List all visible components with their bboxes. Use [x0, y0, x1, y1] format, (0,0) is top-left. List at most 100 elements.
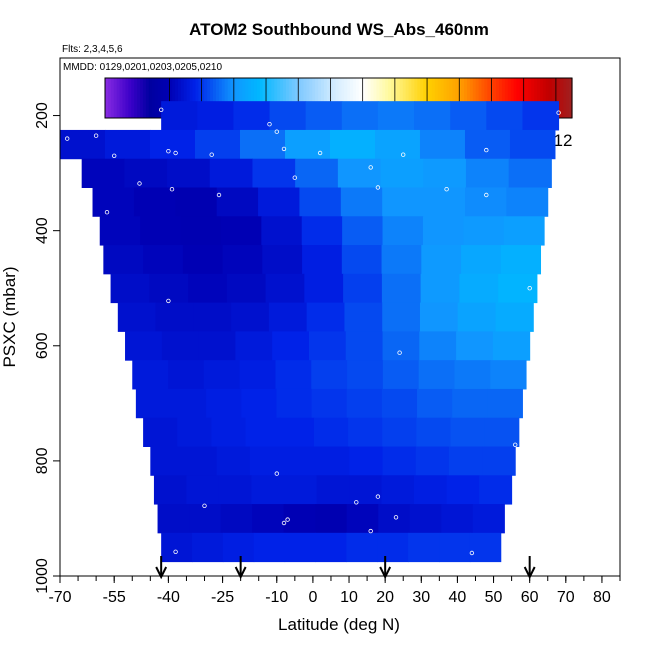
- heatmap-cell: [341, 101, 379, 131]
- heatmap-cell: [306, 302, 345, 332]
- heatmap-cell: [337, 158, 382, 188]
- colorbar-segment: [545, 78, 550, 118]
- heatmap-cell: [417, 388, 453, 419]
- heatmap-cell: [522, 101, 560, 131]
- heatmap-cell: [299, 187, 342, 217]
- colorbar-segment: [259, 78, 264, 118]
- colorbar-segment: [516, 78, 521, 118]
- colorbar-segment: [481, 78, 486, 118]
- colorbar-segment: [464, 78, 468, 118]
- x-tick-label: -10: [265, 589, 288, 606]
- heatmap-cell: [258, 187, 300, 217]
- y-axis: 200 400 600 800 1000: [34, 102, 60, 594]
- colorbar-segment: [151, 78, 156, 118]
- colorbar-segment: [291, 78, 296, 118]
- heatmap-cell: [180, 216, 222, 246]
- heatmap-cell: [105, 129, 151, 160]
- heatmap-cell: [188, 273, 228, 304]
- heatmap-cell: [382, 360, 420, 390]
- colorbar-segment: [525, 78, 529, 118]
- heatmap-cell: [423, 158, 467, 188]
- heatmap-cell: [414, 101, 451, 131]
- colorbar-segment: [408, 78, 413, 118]
- x-tick-label: 10: [340, 589, 358, 606]
- colorbar-segment: [300, 78, 305, 118]
- colorbar-segment: [402, 78, 407, 118]
- colorbar-segment: [452, 78, 456, 118]
- colorbar-segment: [245, 78, 249, 118]
- heatmap-cell: [125, 331, 163, 361]
- colorbar-segment: [519, 78, 523, 118]
- heatmap-cell: [103, 245, 144, 275]
- colorbar-segment: [323, 78, 328, 118]
- observation-points: [64, 107, 561, 556]
- observation-point: [173, 150, 178, 156]
- x-tick-label: 40: [449, 589, 467, 606]
- heatmap-cell: [269, 101, 307, 131]
- colorbar-segment: [110, 78, 115, 118]
- colorbar-segment: [318, 78, 322, 118]
- colorbar-segment: [461, 78, 465, 118]
- heatmap-cell: [382, 187, 425, 217]
- observation-point: [267, 121, 272, 127]
- heatmap-cell: [464, 187, 507, 217]
- colorbar-segment: [534, 78, 538, 118]
- colorbar-segment: [332, 78, 337, 118]
- colorbar-segment: [250, 78, 255, 118]
- colorbar-segment: [297, 78, 302, 118]
- heatmap-cell: [198, 331, 236, 361]
- heatmap-cell: [92, 187, 135, 217]
- heatmap-cell: [416, 417, 452, 447]
- colorbar-segment: [426, 78, 430, 118]
- heatmap-cell: [450, 101, 487, 131]
- heatmap-cell: [150, 446, 184, 476]
- x-tick-label: 30: [412, 589, 430, 606]
- heatmap-cell: [465, 158, 510, 188]
- heatmap-cell: [414, 475, 448, 505]
- colorbar-segment: [356, 78, 360, 118]
- colorbar-segment: [367, 78, 372, 118]
- colorbar-segment: [116, 78, 121, 118]
- colorbar-segment: [309, 78, 313, 118]
- colorbar-segment: [189, 78, 194, 118]
- colorbar-segment: [507, 78, 512, 118]
- heatmap-cell: [464, 129, 511, 160]
- x-tick-label: -40: [157, 589, 180, 606]
- observation-point: [166, 148, 171, 154]
- colorbar-segment: [256, 78, 261, 118]
- heatmap-cell: [509, 129, 556, 160]
- colorbar-segment: [396, 78, 401, 118]
- observation-point: [158, 107, 164, 112]
- colorbar-segment: [428, 78, 433, 118]
- heatmap-cell: [252, 504, 285, 534]
- y-tick-label: 1000: [34, 558, 51, 594]
- heatmap-cell: [422, 216, 464, 246]
- colorbar-segment: [469, 78, 474, 118]
- heatmap-cell: [346, 532, 378, 563]
- heatmap-cell: [506, 187, 549, 217]
- observation-point: [274, 471, 279, 476]
- heatmap-cell: [461, 245, 502, 275]
- colorbar-segment: [239, 78, 243, 118]
- observation-point: [354, 500, 359, 505]
- colorbar-segment: [140, 78, 144, 118]
- colorbar-segment: [405, 78, 410, 118]
- colorbar-segment: [119, 78, 124, 118]
- observation-point: [64, 162, 70, 167]
- colorbar-segment: [145, 78, 150, 118]
- chart-title: ATOM2 Southbound WS_Abs_460nm: [189, 20, 489, 39]
- heatmap-cell: [486, 101, 523, 131]
- colorbar-segment: [198, 78, 202, 118]
- colorbar-segment: [204, 78, 208, 118]
- observation-point: [292, 175, 297, 180]
- heatmap-cell: [469, 532, 502, 563]
- colorbar-segment: [210, 78, 214, 118]
- heatmap-cell: [503, 216, 545, 246]
- heatmap-cell: [346, 388, 383, 419]
- colorbar-segment: [195, 78, 199, 118]
- observation-point: [274, 129, 279, 134]
- colorbar-segment: [329, 78, 334, 118]
- heatmap-cell: [381, 245, 422, 275]
- colorbar-segment: [105, 78, 109, 118]
- heatmap-cell: [459, 273, 499, 304]
